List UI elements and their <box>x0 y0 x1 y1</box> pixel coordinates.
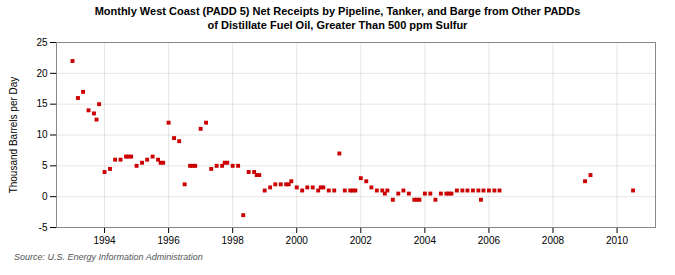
svg-text:-5: -5 <box>39 222 48 233</box>
html-text:Source: U.S. Energy Informatio: Source: U.S. Energy Information Administ… <box>14 252 203 262</box>
svg-text:2006: 2006 <box>478 235 501 246</box>
svg-text:2000: 2000 <box>286 235 309 246</box>
svg-text:20: 20 <box>36 68 48 79</box>
svg-text:2004: 2004 <box>414 235 437 246</box>
svg-text:1998: 1998 <box>222 235 245 246</box>
html-text:Monthly West Coast (PADD 5) Ne: Monthly West Coast (PADD 5) Net Receipts… <box>94 5 581 17</box>
svg-text:2002: 2002 <box>350 235 373 246</box>
svg-text:2008: 2008 <box>542 235 565 246</box>
html-text:of Distillate Fuel Oil, Greate: of Distillate Fuel Oil, Greater Than 500… <box>207 19 468 31</box>
svg-text:0: 0 <box>42 191 48 202</box>
svg-text:5: 5 <box>42 160 48 171</box>
svg-text:Thousand Barrels per Day: Thousand Barrels per Day <box>8 77 19 194</box>
svg-text:25: 25 <box>36 37 48 48</box>
svg-text:1994: 1994 <box>93 235 116 246</box>
svg-text:2010: 2010 <box>606 235 629 246</box>
svg-text:15: 15 <box>36 98 48 109</box>
svg-text:1996: 1996 <box>157 235 180 246</box>
svg-text:10: 10 <box>36 129 48 140</box>
